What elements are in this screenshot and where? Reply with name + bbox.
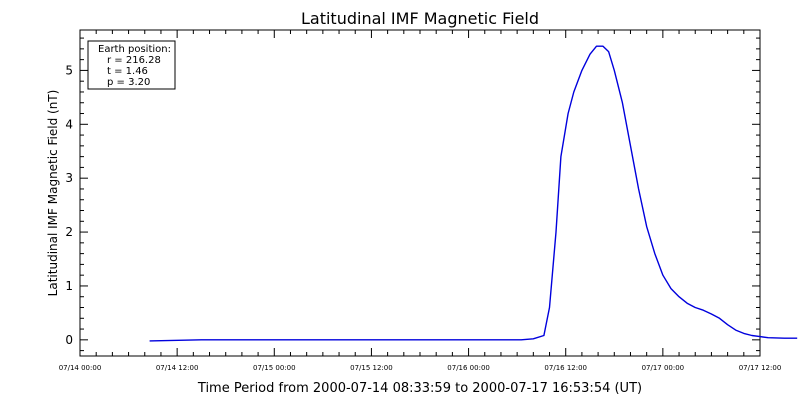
x-tick-label: 07/16 00:00 — [447, 364, 490, 372]
y-tick-label: 5 — [65, 63, 73, 77]
x-tick-label: 07/16 12:00 — [544, 364, 587, 372]
x-tick-label: 07/17 00:00 — [642, 364, 685, 372]
x-tick-label: 07/14 12:00 — [156, 364, 199, 372]
plot-frame — [79, 29, 761, 357]
y-tick-label: 3 — [65, 171, 73, 185]
legend-box: Earth position: r = 216.28 t = 1.46 p = … — [87, 40, 176, 90]
data-series-layer — [149, 45, 798, 342]
legend-line-p: p = 3.20 — [107, 77, 150, 88]
legend-line-r: r = 216.28 — [107, 55, 161, 66]
x-tick-label: 07/15 00:00 — [253, 364, 296, 372]
x-tick-label: 07/17 12:00 — [739, 364, 782, 372]
x-tick-label: 07/15 12:00 — [350, 364, 393, 372]
series-line — [149, 45, 798, 342]
y-tick-label: 1 — [65, 279, 73, 293]
x-axis: 07/14 00:00 07/14 12:00 07/15 00:00 07/15 1… — [59, 30, 782, 372]
y-axis-label: Latitudinal IMF Magnetic Field (nT) — [46, 90, 60, 297]
y-tick-label: 0 — [65, 333, 73, 347]
legend-line-t: t = 1.46 — [107, 66, 148, 77]
y-axis: 0 1 2 3 4 5 — [65, 37, 760, 352]
y-tick-label: 2 — [65, 225, 73, 239]
chart-title: Latitudinal IMF Magnetic Field — [301, 9, 539, 28]
y-tick-label: 4 — [65, 117, 73, 131]
legend-line-label: Earth position: — [98, 44, 171, 55]
x-axis-label: Time Period from 2000-07-14 08:33:59 to … — [197, 381, 642, 396]
x-tick-label: 07/14 00:00 — [59, 364, 102, 372]
